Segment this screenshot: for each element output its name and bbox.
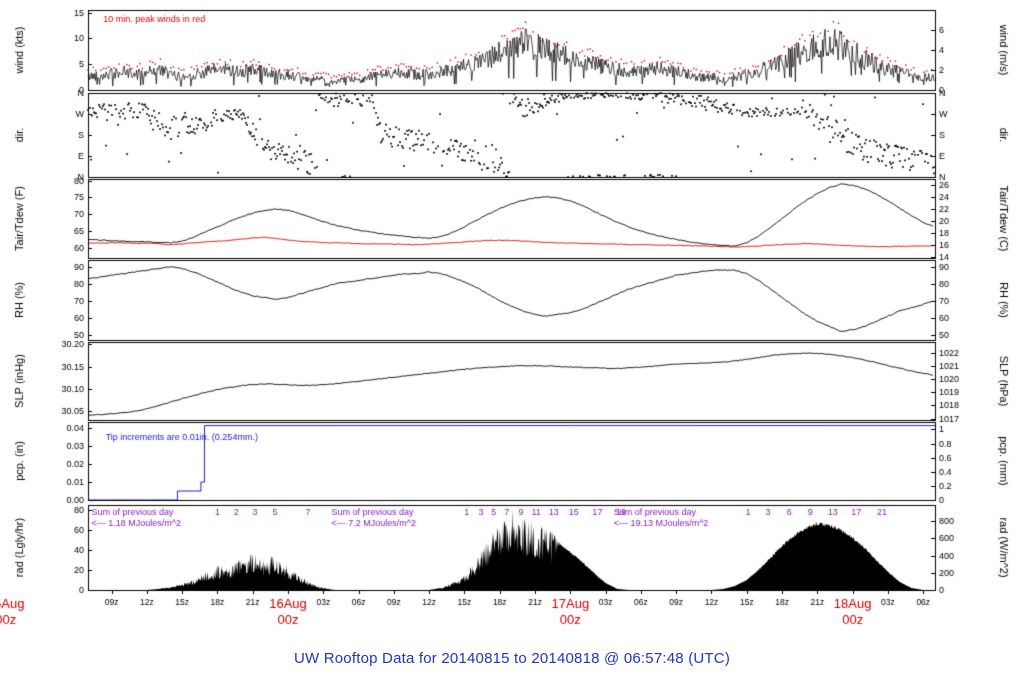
meteogram-canvas (0, 0, 1024, 648)
chart-title: UW Rooftop Data for 20140815 to 20140818… (293, 650, 731, 667)
